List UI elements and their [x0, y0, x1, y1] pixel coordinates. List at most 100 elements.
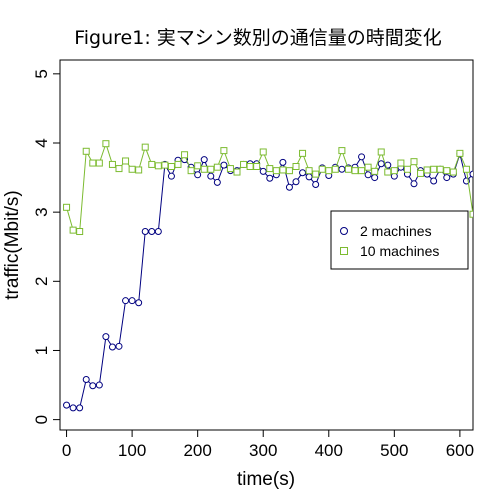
data-point — [76, 404, 84, 412]
data-point — [95, 159, 103, 167]
data-point — [325, 167, 333, 175]
plot-inner — [63, 140, 473, 412]
data-point — [122, 297, 130, 305]
data-point — [312, 180, 320, 188]
data-point — [462, 165, 470, 173]
data-point — [344, 165, 352, 173]
data-point — [285, 167, 293, 175]
data-point — [351, 167, 359, 175]
y-tick-label: 2 — [32, 277, 51, 286]
data-point — [82, 147, 90, 155]
data-point — [371, 167, 379, 175]
x-tick-label: 600 — [446, 441, 474, 460]
data-point — [390, 167, 398, 175]
legend-marker — [340, 247, 348, 255]
data-point — [108, 160, 116, 168]
data-point — [148, 160, 156, 168]
data-point — [148, 228, 156, 236]
data-point — [128, 165, 136, 173]
data-point — [240, 160, 248, 168]
y-axis-label: traffic(Mbit/s) — [2, 190, 23, 299]
data-point — [436, 165, 444, 173]
data-point — [95, 381, 103, 389]
data-point — [371, 174, 379, 182]
plot-frame — [59, 59, 474, 431]
data-point — [259, 167, 267, 175]
x-axis-label: time(s) — [237, 469, 295, 490]
data-point — [338, 165, 346, 173]
data-point — [384, 168, 392, 176]
data-point — [226, 165, 234, 173]
legend-label: 2 machines — [360, 223, 432, 239]
data-point — [443, 174, 451, 182]
data-point — [89, 382, 97, 390]
data-point — [377, 160, 385, 168]
data-point — [141, 228, 149, 236]
data-point — [63, 401, 71, 409]
data-point — [469, 170, 473, 178]
data-point — [154, 162, 162, 170]
data-point — [292, 178, 300, 186]
data-point — [174, 160, 182, 168]
data-point — [272, 167, 280, 175]
data-point — [285, 183, 293, 191]
data-point — [358, 167, 366, 175]
x-tick-label: 300 — [249, 441, 277, 460]
y-tick-label: 4 — [32, 138, 51, 147]
data-point — [167, 163, 175, 171]
data-point — [89, 159, 97, 167]
data-point — [102, 140, 110, 148]
data-point — [122, 157, 130, 165]
data-point — [456, 149, 464, 157]
data-point — [292, 163, 300, 171]
y-tick-label: 0 — [32, 415, 51, 424]
data-point — [135, 299, 143, 307]
data-point — [403, 165, 411, 173]
x-axis: 0 100 200 300 400 500 600 — [62, 430, 474, 460]
data-point — [220, 161, 228, 169]
data-point — [135, 166, 143, 174]
data-point — [115, 342, 123, 350]
data-point — [417, 169, 425, 177]
data-point — [63, 203, 71, 211]
data-point — [213, 178, 221, 186]
data-point — [253, 163, 261, 171]
y-tick-label: 5 — [32, 69, 51, 78]
data-point — [76, 228, 84, 236]
data-point — [338, 147, 346, 155]
x-tick-label: 0 — [62, 441, 71, 460]
data-point — [128, 297, 136, 305]
data-point — [82, 376, 90, 384]
legend-marker — [340, 227, 348, 235]
legend-label: 10 machines — [360, 243, 439, 259]
data-point — [108, 343, 116, 351]
y-tick-label: 3 — [32, 207, 51, 216]
data-point — [430, 165, 438, 173]
data-point — [423, 166, 431, 174]
x-tick-label: 400 — [315, 441, 343, 460]
data-point — [397, 159, 405, 167]
data-point — [69, 404, 77, 412]
data-point — [207, 172, 215, 180]
data-point — [430, 177, 438, 185]
data-point — [305, 167, 313, 175]
data-point — [443, 167, 451, 175]
data-point — [233, 168, 241, 176]
data-point — [279, 166, 287, 174]
data-point — [331, 165, 339, 173]
legend: 2 machines 10 machines — [330, 210, 469, 270]
data-point — [115, 165, 123, 173]
data-point — [141, 143, 149, 151]
x-tick-label: 100 — [118, 441, 146, 460]
data-point — [279, 158, 287, 166]
data-point — [259, 148, 267, 156]
data-point — [200, 156, 208, 164]
data-point — [299, 169, 307, 177]
data-point — [449, 168, 457, 176]
data-point — [299, 149, 307, 157]
data-point — [364, 163, 372, 171]
data-point — [364, 171, 372, 179]
data-point — [187, 167, 195, 175]
data-point — [207, 165, 215, 173]
